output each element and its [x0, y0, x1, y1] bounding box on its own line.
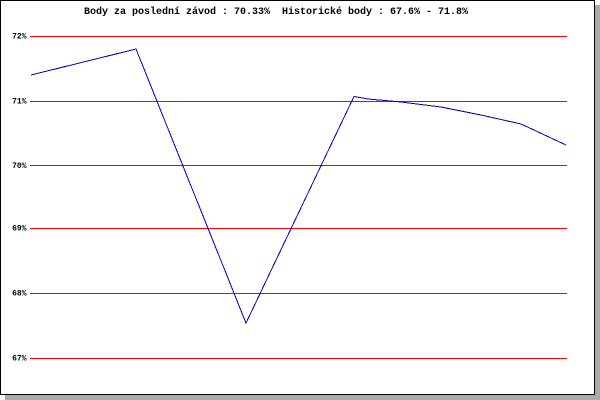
svg-text:68%: 68%	[12, 290, 27, 299]
svg-text:72%: 72%	[12, 33, 27, 42]
svg-text:69%: 69%	[12, 225, 27, 234]
svg-text:71%: 71%	[12, 98, 27, 107]
svg-text:70%: 70%	[12, 162, 27, 171]
svg-text:67%: 67%	[12, 355, 27, 364]
